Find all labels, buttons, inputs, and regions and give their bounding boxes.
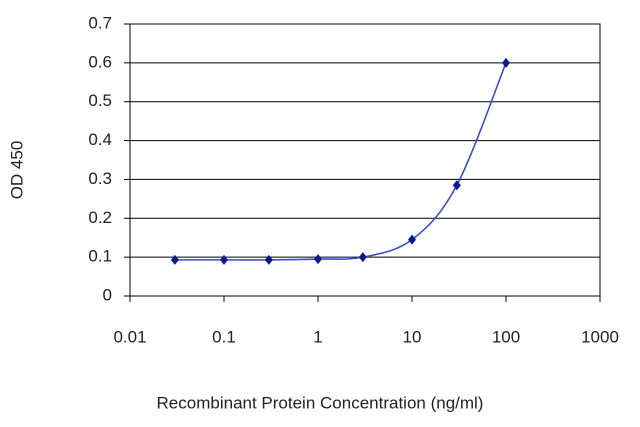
x-tick-label: 10: [403, 327, 422, 346]
marker: [170, 254, 179, 265]
x-tick-label: 100: [492, 327, 520, 346]
marker: [220, 254, 228, 265]
y-tick-label: 0.5: [88, 91, 112, 110]
marker: [502, 57, 510, 68]
y-tick-label: 0: [103, 285, 112, 304]
marker: [452, 180, 461, 191]
y-tick-label: 0.7: [88, 13, 112, 32]
marker: [314, 254, 322, 265]
y-tick-label: 0.1: [88, 247, 112, 266]
y-tick-label: 0.6: [88, 52, 112, 71]
x-tick-label: 1000: [581, 327, 619, 346]
x-tick-label: 1: [313, 327, 322, 346]
y-tick-label: 0.3: [88, 169, 112, 188]
marker: [264, 254, 273, 265]
marker: [358, 252, 367, 263]
y-axis-label: OD 450: [7, 141, 26, 200]
x-tick-label: 0.01: [113, 327, 146, 346]
y-tick-label: 0.2: [88, 208, 112, 227]
curve: [174, 62, 507, 261]
x-tick-label: 0.1: [212, 327, 236, 346]
marker: [408, 234, 416, 245]
y-tick-label: 0.4: [88, 130, 112, 149]
x-axis-label: Recombinant Protein Concentration (ng/ml…: [157, 393, 484, 412]
